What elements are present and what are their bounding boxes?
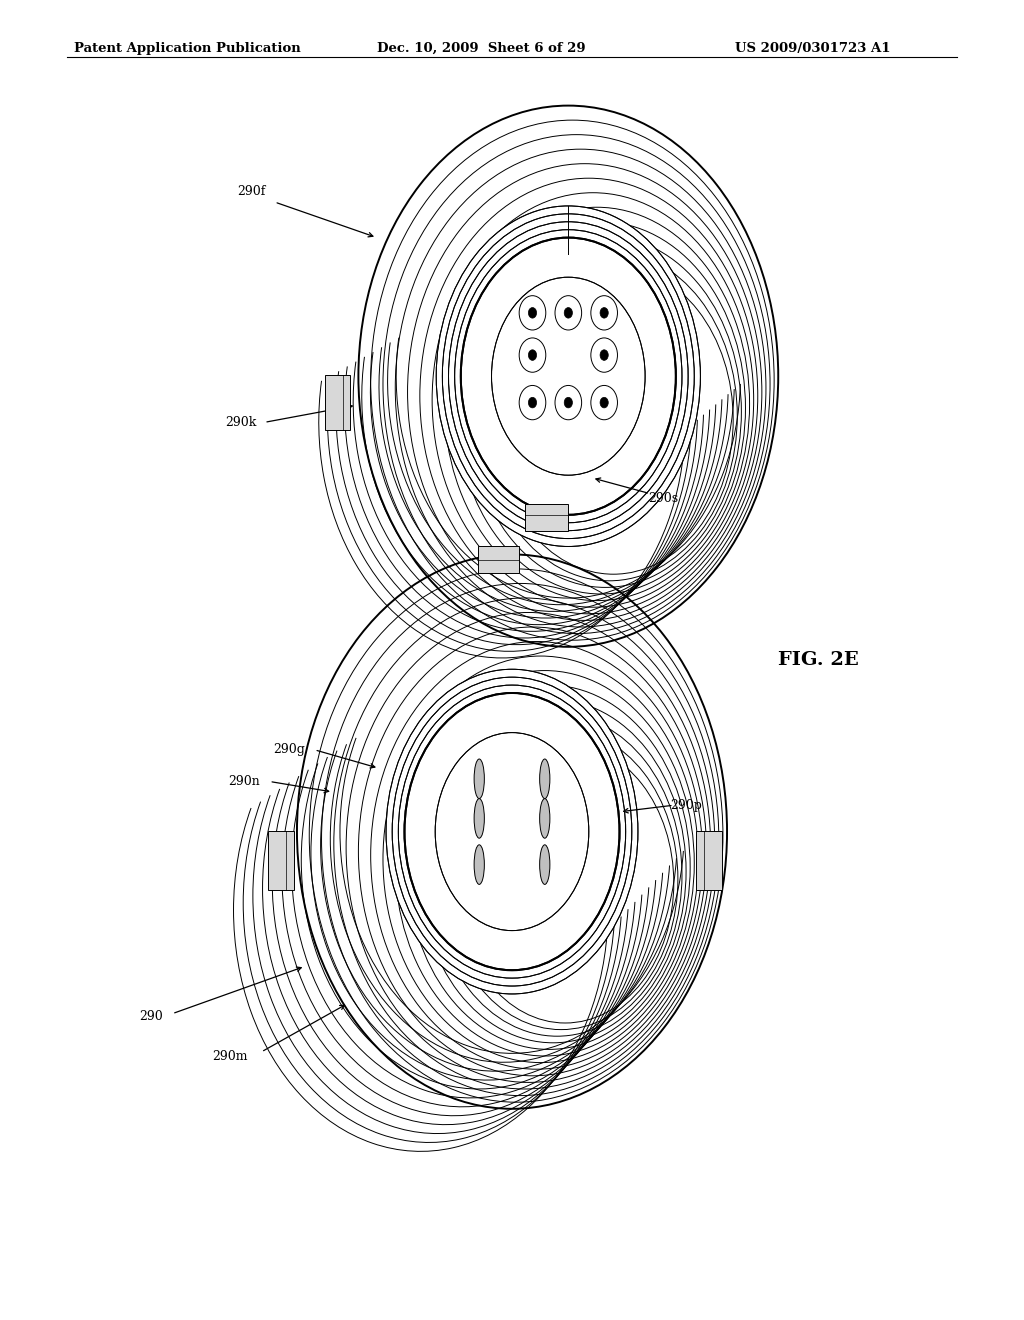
Ellipse shape — [386, 669, 638, 994]
Ellipse shape — [519, 296, 546, 330]
Ellipse shape — [540, 799, 550, 838]
Text: 290s: 290s — [648, 492, 679, 506]
Text: FIG. 2E: FIG. 2E — [778, 651, 859, 669]
Ellipse shape — [564, 308, 572, 318]
Ellipse shape — [600, 308, 608, 318]
Ellipse shape — [519, 338, 546, 372]
Bar — [268, 832, 294, 891]
Text: 290k: 290k — [225, 416, 256, 429]
Text: 290: 290 — [139, 1010, 164, 1023]
Ellipse shape — [474, 759, 484, 799]
Bar — [696, 832, 722, 891]
Text: Dec. 10, 2009  Sheet 6 of 29: Dec. 10, 2009 Sheet 6 of 29 — [377, 42, 586, 55]
Ellipse shape — [474, 799, 484, 838]
Ellipse shape — [591, 338, 617, 372]
Text: US 2009/0301723 A1: US 2009/0301723 A1 — [735, 42, 891, 55]
Ellipse shape — [528, 350, 537, 360]
Ellipse shape — [528, 308, 537, 318]
Ellipse shape — [555, 296, 582, 330]
Ellipse shape — [591, 296, 617, 330]
Ellipse shape — [540, 759, 550, 799]
Text: 290f: 290f — [237, 185, 265, 198]
Bar — [478, 546, 519, 573]
Text: 290n: 290n — [227, 775, 260, 788]
Ellipse shape — [591, 385, 617, 420]
Ellipse shape — [600, 397, 608, 408]
Bar — [325, 375, 350, 430]
Text: 290g: 290g — [272, 743, 305, 756]
Text: Patent Application Publication: Patent Application Publication — [74, 42, 300, 55]
Text: 290p: 290p — [670, 799, 702, 812]
Ellipse shape — [519, 385, 546, 420]
Ellipse shape — [564, 397, 572, 408]
Ellipse shape — [528, 397, 537, 408]
Ellipse shape — [540, 845, 550, 884]
Bar — [525, 504, 568, 531]
Ellipse shape — [600, 350, 608, 360]
Ellipse shape — [555, 385, 582, 420]
Text: 290m: 290m — [213, 1049, 248, 1063]
Ellipse shape — [474, 845, 484, 884]
Ellipse shape — [436, 206, 700, 546]
